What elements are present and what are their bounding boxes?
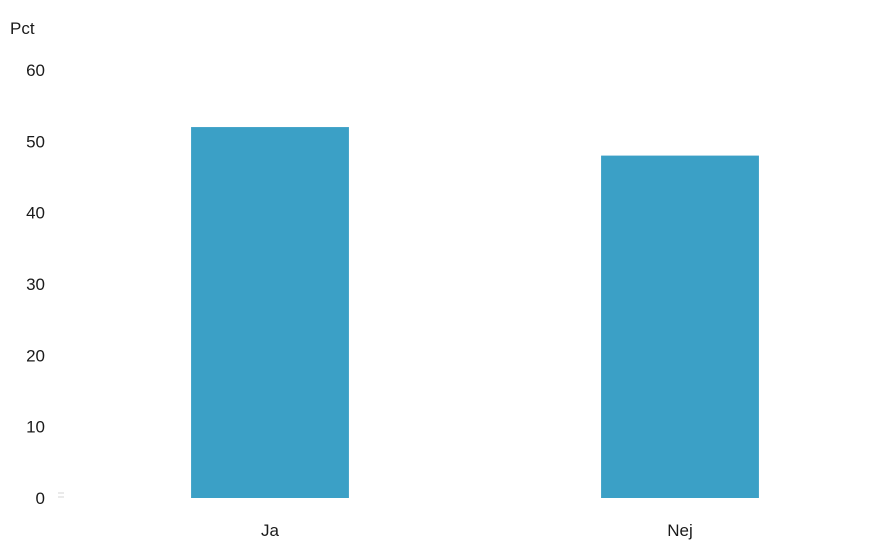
y-tick-label: 50 xyxy=(26,132,45,151)
y-tick-label: 40 xyxy=(26,204,45,223)
x-axis-labels: Ja Nej xyxy=(261,521,693,540)
y-axis-title: Pct xyxy=(10,19,35,38)
bars xyxy=(191,127,759,499)
bar-ja xyxy=(191,127,349,499)
y-tick-label: 60 xyxy=(26,61,45,80)
y-axis-ticks: 0 10 20 30 40 50 60 xyxy=(26,61,64,508)
axis-origin-mark xyxy=(58,492,64,498)
x-tick-label: Ja xyxy=(261,521,280,540)
y-tick-label: 10 xyxy=(26,418,45,437)
y-tick-label: 0 xyxy=(36,489,45,508)
y-tick-label: 20 xyxy=(26,346,45,365)
bar-nej xyxy=(601,155,759,498)
x-tick-label: Nej xyxy=(667,521,693,540)
y-tick-label: 30 xyxy=(26,275,45,294)
